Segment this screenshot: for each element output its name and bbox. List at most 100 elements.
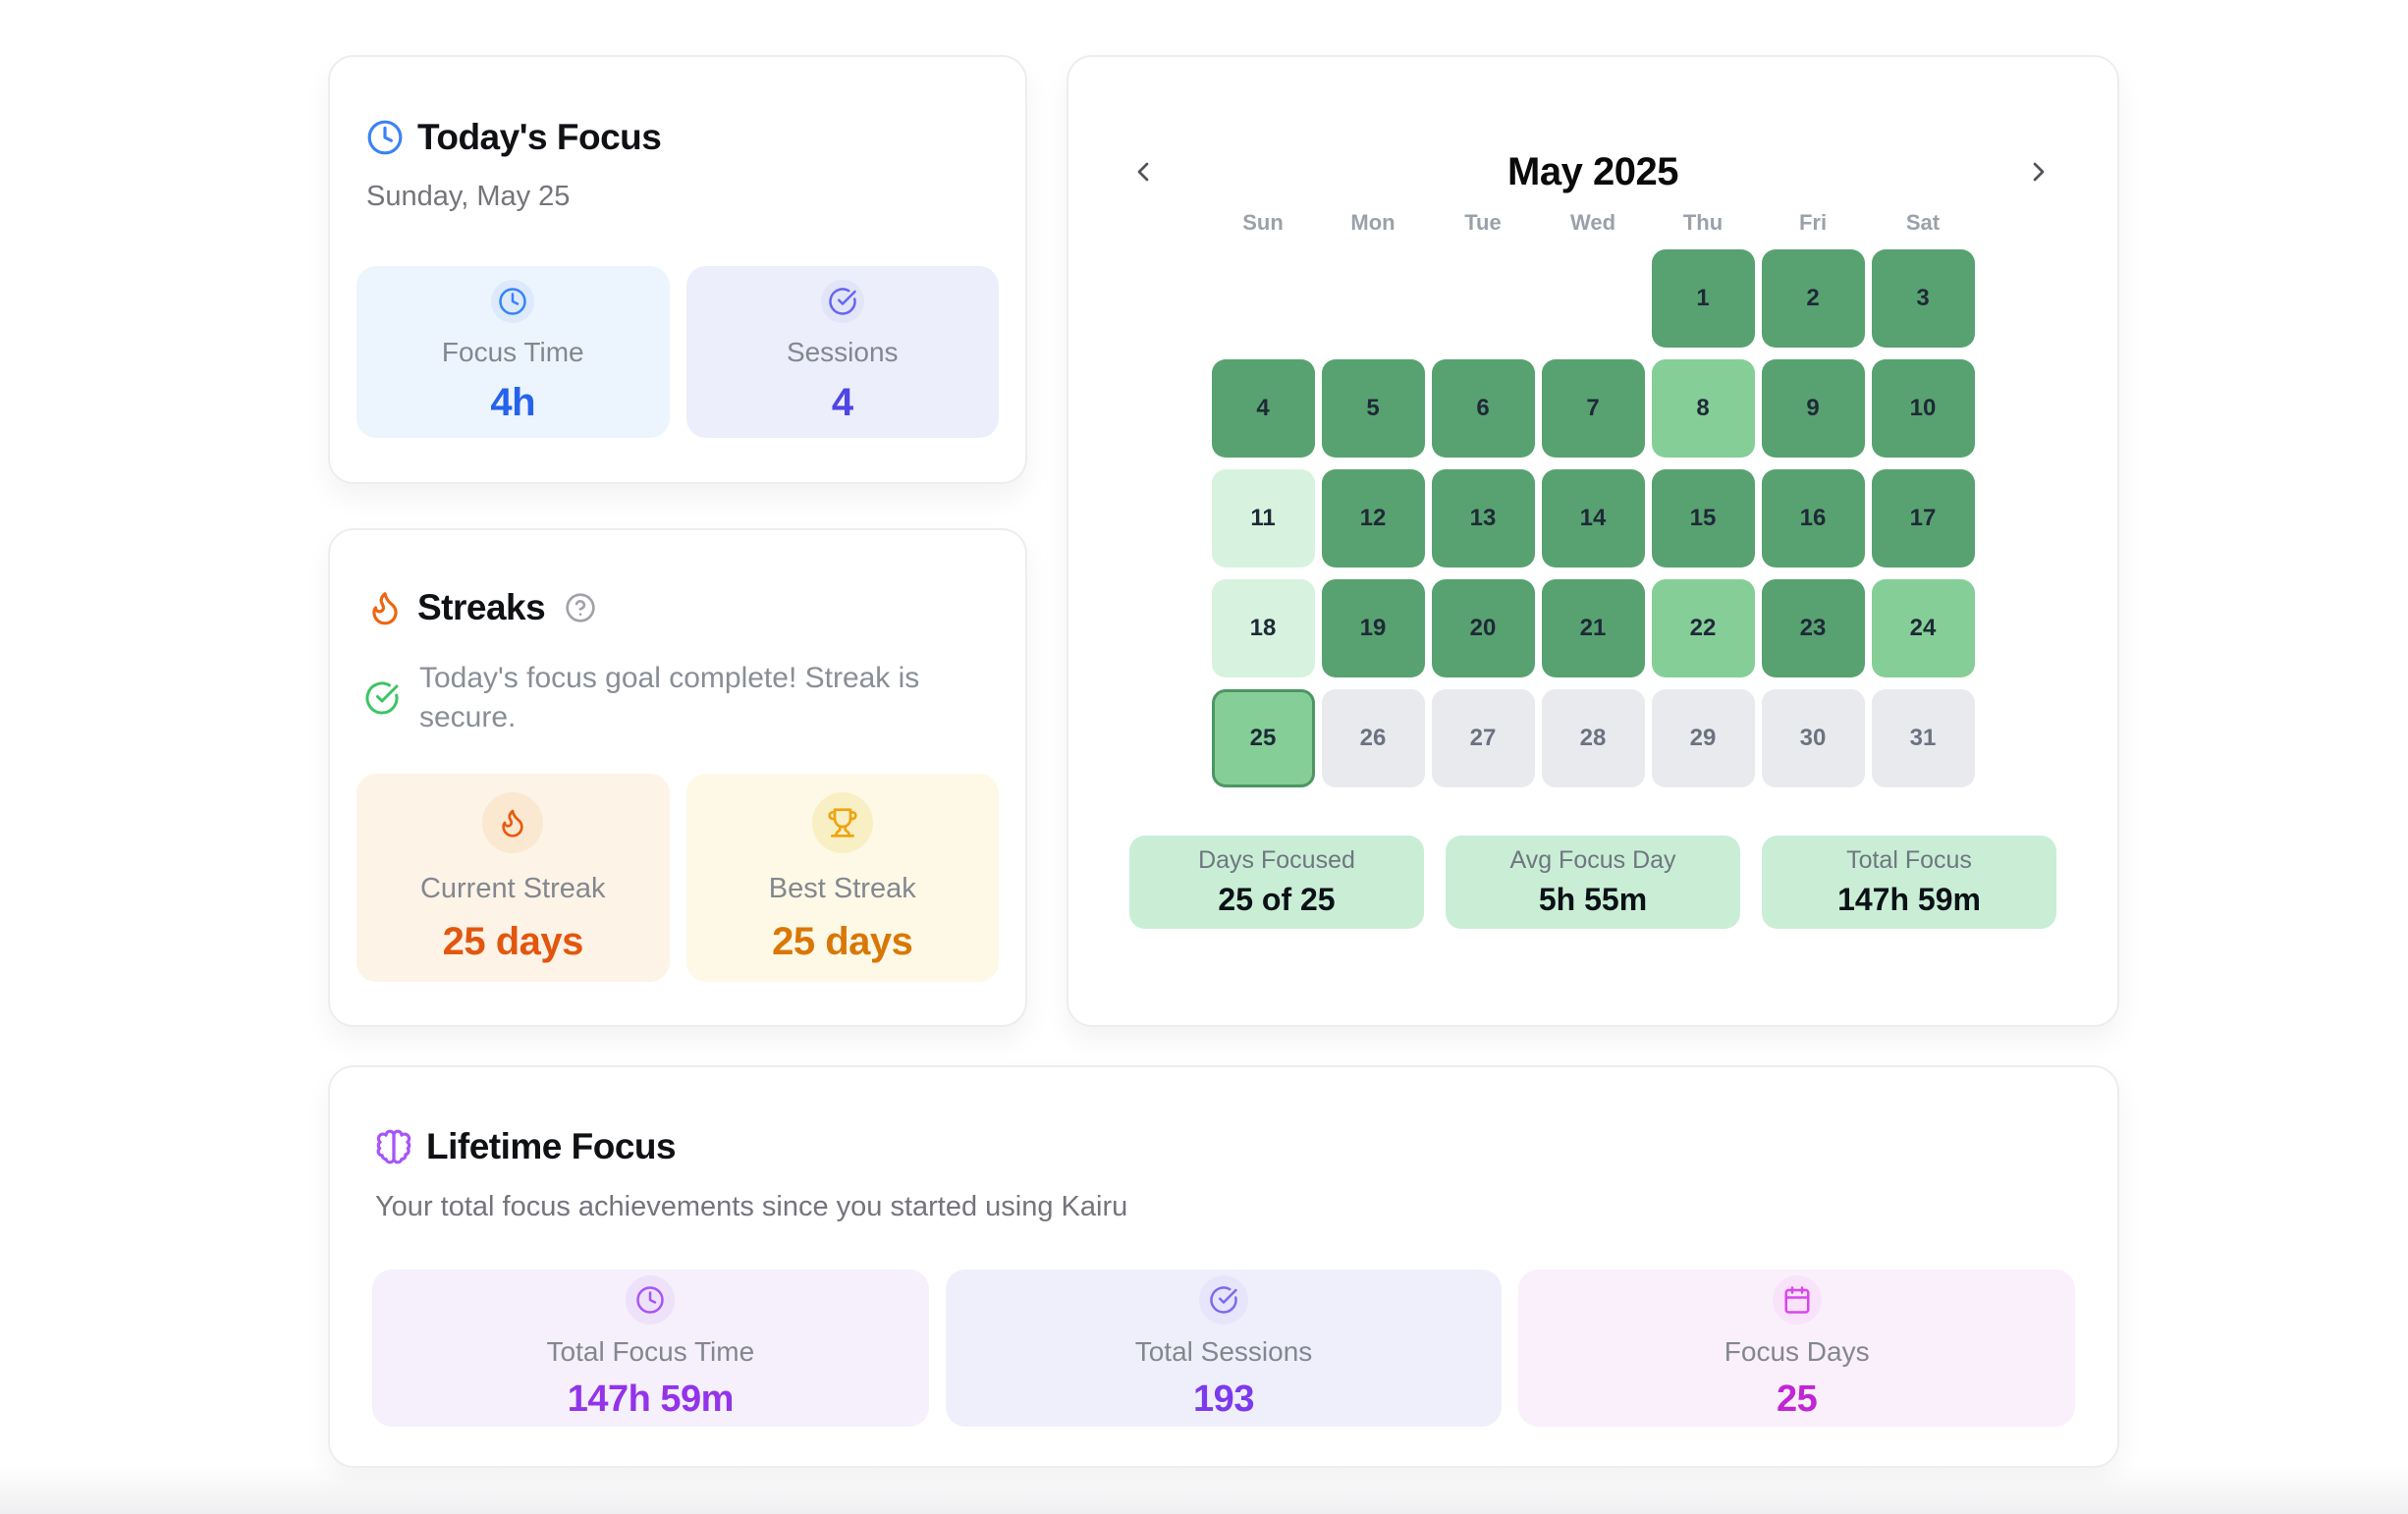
current-streak-tile: Current Streak 25 days: [356, 774, 670, 982]
calendar-day-cell: 22: [1651, 579, 1755, 677]
day-number: 22: [1689, 615, 1717, 641]
calendar-day-cell: 14: [1541, 469, 1645, 568]
best-streak-tile: Best Streak 25 days: [685, 774, 999, 982]
flame-icon-bubble: [482, 791, 544, 853]
calendar-day-cell: 19: [1321, 579, 1425, 677]
calendar-icon: [1782, 1285, 1812, 1315]
calendar-day-cell: 12: [1321, 469, 1425, 568]
flame-icon: [366, 589, 404, 626]
streaks-title: Streaks: [417, 587, 546, 627]
total-focus-label: Total Focus: [1846, 846, 1972, 874]
calendar-day-cell: 3: [1871, 249, 1975, 348]
chevron-right-icon[interactable]: [2019, 152, 2058, 191]
days-focused-label: Days Focused: [1198, 846, 1355, 874]
calendar-day-cell: 10: [1871, 359, 1975, 458]
flame-icon: [497, 807, 528, 838]
focus-time-tile: Focus Time 4h: [356, 266, 670, 438]
brain-icon: [375, 1128, 412, 1165]
trophy-icon: [827, 807, 858, 838]
day-number: 19: [1359, 615, 1387, 641]
day-number: 26: [1359, 725, 1387, 751]
calendar-day-cell: 7: [1541, 359, 1645, 458]
current-streak-label: Current Streak: [419, 872, 606, 904]
total-focus-time-tile: Total Focus Time 147h 59m: [372, 1270, 929, 1427]
day-number: 4: [1256, 395, 1270, 421]
total-focus-time-label: Total Focus Time: [546, 1336, 755, 1367]
month-title: May 2025: [1507, 150, 1678, 193]
days-focused-stat: Days Focused 25 of 25: [1129, 836, 1424, 929]
focus-calendar-card: May 2025 Sun Mon Tue Wed Thu Fri Sat 1 2…: [1067, 55, 2119, 1027]
day-number: 13: [1469, 505, 1497, 531]
total-sessions-tile: Total Sessions 193: [945, 1270, 1503, 1427]
day-number: 11: [1250, 505, 1276, 531]
weekday-header-row: Sun Mon Tue Wed Thu Fri Sat: [1212, 210, 1975, 236]
sessions-label: Sessions: [786, 336, 899, 367]
day-number: 10: [1909, 395, 1937, 421]
day-number: 12: [1359, 505, 1387, 531]
clock-icon-bubble: [491, 279, 535, 323]
total-focus-value: 147h 59m: [1837, 882, 1981, 917]
calendar-day-cell: 16: [1761, 469, 1865, 568]
avg-focus-day-label: Avg Focus Day: [1509, 846, 1676, 874]
day-number: 29: [1689, 725, 1717, 751]
calendar-day-cell: 25: [1211, 689, 1315, 787]
calendar-grid: 1 2 3 4 5 6 7 8 9 10 11 12: [1211, 249, 1975, 787]
current-streak-value: 25 days: [442, 919, 584, 963]
day-number: 17: [1909, 505, 1937, 531]
sessions-tile: Sessions 4: [685, 266, 999, 438]
total-sessions-value: 193: [1193, 1379, 1254, 1420]
lifetime-focus-title: Lifetime Focus: [426, 1126, 677, 1166]
calendar-day-cell: 20: [1431, 579, 1535, 677]
day-number: 16: [1799, 505, 1827, 531]
best-streak-label: Best Streak: [768, 872, 916, 904]
focus-time-label: Focus Time: [441, 336, 584, 367]
calendar-day-cell: 29: [1651, 689, 1755, 787]
streak-status-message: Today's focus goal complete! Streak is s…: [419, 662, 920, 733]
avg-focus-day-stat: Avg Focus Day 5h 55m: [1446, 836, 1740, 929]
day-number: 27: [1469, 725, 1497, 751]
trophy-icon-bubble: [811, 791, 873, 853]
calendar-day-cell: 4: [1211, 359, 1315, 458]
today-date: Sunday, May 25: [366, 181, 571, 212]
day-number: 25: [1249, 725, 1277, 751]
calendar-day-cell: 15: [1651, 469, 1755, 568]
check-circle-icon-bubble: [820, 279, 864, 323]
day-number: 20: [1469, 615, 1497, 641]
day-number: 31: [1909, 725, 1937, 751]
day-number: 5: [1366, 395, 1380, 421]
todays-focus-title: Today's Focus: [417, 117, 662, 157]
calendar-day-cell: 23: [1761, 579, 1865, 677]
day-number: 8: [1696, 395, 1710, 421]
day-number: 15: [1689, 505, 1717, 531]
total-sessions-label: Total Sessions: [1134, 1336, 1313, 1367]
avg-focus-day-value: 5h 55m: [1538, 882, 1648, 917]
calendar-day-cell: 9: [1761, 359, 1865, 458]
calendar-day-cell: 28: [1541, 689, 1645, 787]
weekday-tue: Tue: [1464, 210, 1502, 235]
todays-focus-card: Today's Focus Sunday, May 25 Focus Time …: [328, 55, 1027, 484]
best-streak-value: 25 days: [772, 919, 913, 963]
day-number: 6: [1476, 395, 1490, 421]
calendar-day-cell: 26: [1321, 689, 1425, 787]
focus-days-value: 25: [1777, 1379, 1818, 1420]
weekday-thu: Thu: [1682, 210, 1724, 235]
day-number: 18: [1249, 615, 1277, 641]
focus-time-value: 4h: [490, 380, 536, 424]
day-number: 21: [1579, 615, 1607, 641]
weekday-sun: Sun: [1242, 210, 1284, 235]
day-number: 23: [1799, 615, 1827, 641]
check-circle-icon: [364, 680, 400, 716]
day-number: 2: [1806, 285, 1820, 311]
day-number: 1: [1696, 285, 1710, 311]
calendar-day-cell: 6: [1431, 359, 1535, 458]
calendar-day-cell: 24: [1871, 579, 1975, 677]
total-focus-stat: Total Focus 147h 59m: [1762, 836, 2056, 929]
total-focus-time-value: 147h 59m: [567, 1379, 735, 1420]
focus-days-tile: Focus Days 25: [1518, 1270, 2076, 1427]
day-number: 24: [1909, 615, 1937, 641]
help-circle-icon[interactable]: [565, 592, 596, 623]
sessions-value: 4: [831, 380, 853, 424]
calendar-day-cell: 30: [1761, 689, 1865, 787]
check-circle-icon: [1209, 1285, 1238, 1315]
